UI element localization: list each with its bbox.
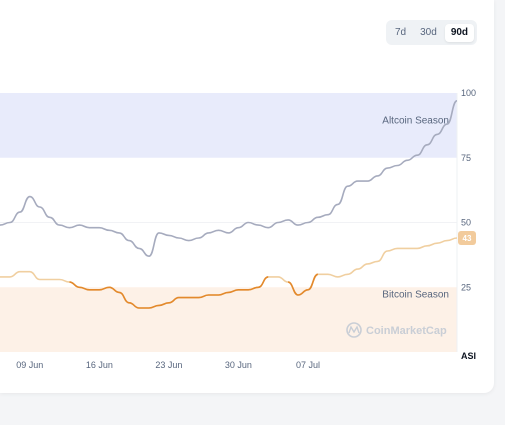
x-tick-label: 16 Jun xyxy=(86,360,113,370)
range-7d-button[interactable]: 7d xyxy=(395,26,407,38)
x-tick-label: 30 Jun xyxy=(225,360,252,370)
x-tick-label: 23 Jun xyxy=(155,360,182,370)
index-line xyxy=(0,100,458,258)
altcoin-season-label: Altcoin Season xyxy=(382,115,449,126)
x-tick-label: 07 Jul xyxy=(296,360,320,370)
altcoin-season-chart: Altcoin Season Bitcoin Season CoinMarket… xyxy=(0,88,476,370)
y-axis-ticks: 100 75 50 25 xyxy=(461,88,476,292)
badge-background xyxy=(458,231,476,246)
y-tick-label: 25 xyxy=(461,282,471,292)
coinmarketcap-logo-icon xyxy=(346,322,362,338)
bitcoin-line-segment xyxy=(69,276,269,309)
series-lines xyxy=(0,100,458,309)
range-30d-button[interactable]: 30d xyxy=(420,26,437,38)
y-tick-label: 50 xyxy=(461,218,471,228)
bitcoin-season-label: Bitcoin Season xyxy=(382,289,449,300)
x-tick-label: 09 Jun xyxy=(16,360,43,370)
badge-value: 43 xyxy=(463,234,472,243)
coinmarketcap-watermark: CoinMarketCap xyxy=(346,322,447,338)
axis-label-asi: ASI xyxy=(461,351,476,361)
coinmarketcap-logo-mark xyxy=(348,325,360,334)
bitcoin-line-segment xyxy=(287,273,319,296)
y-tick-label: 75 xyxy=(461,153,471,163)
y-tick-label: 100 xyxy=(461,88,476,98)
bitcoin-season-zone xyxy=(0,287,457,352)
x-axis-ticks: 09 Jun 16 Jun 23 Jun 30 Jun 07 Jul xyxy=(16,360,320,370)
watermark-text: CoinMarketCap xyxy=(366,325,447,337)
time-range-toggle: 7d 30d 90d xyxy=(386,20,478,45)
current-value-badge: 43 xyxy=(458,231,476,246)
altcoin-season-zone xyxy=(0,93,457,158)
altcoin-season-card: 7d 30d 90d Altcoin Season Bitcoin Season… xyxy=(0,0,494,393)
range-90d-button[interactable]: 90d xyxy=(444,23,475,42)
